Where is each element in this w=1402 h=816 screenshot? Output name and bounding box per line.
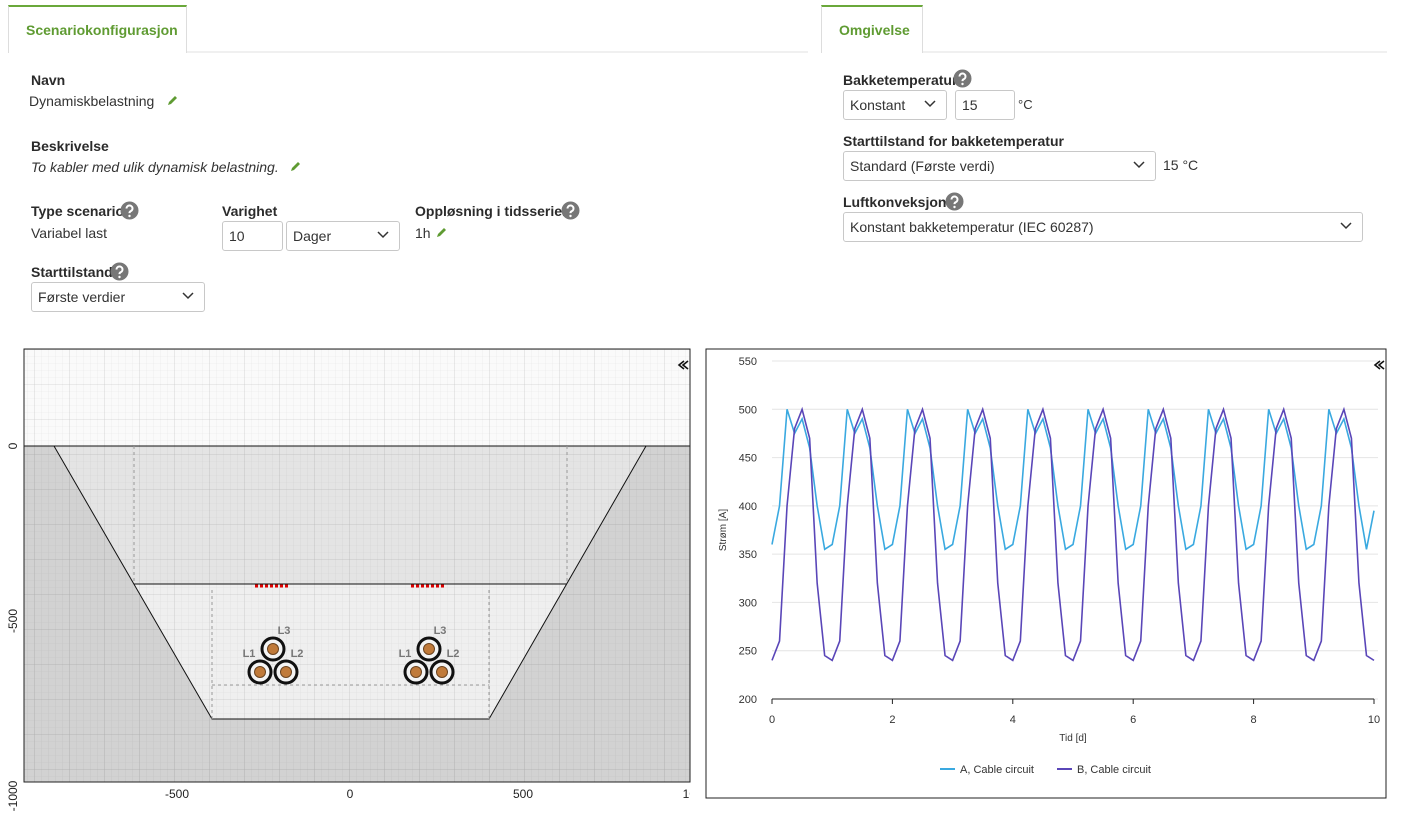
label: Luftkonveksjon [843, 194, 947, 210]
x-tick-label: 6 [1130, 714, 1136, 726]
conductor [254, 666, 266, 678]
select-value: Konstant bakketemperatur (IEC 60287) [850, 219, 1094, 235]
x-tick-label: 2 [889, 714, 895, 726]
unit: °C [1018, 97, 1033, 112]
phase-label: L1 [243, 648, 256, 660]
chevron [1133, 161, 1145, 169]
select[interactable]: Første verdier [31, 282, 205, 312]
y-tick-label: 450 [739, 453, 757, 465]
y-tick-label: -500 [6, 609, 20, 633]
collapse-icon[interactable] [1373, 360, 1385, 370]
label: Bakketemperatur [843, 72, 958, 88]
label: Type scenario [31, 203, 125, 219]
diagram-frame [23, 348, 691, 783]
label: Navn [31, 72, 66, 88]
tab[interactable]: Scenariokonfigurasjon [8, 5, 187, 53]
value: 15 °C [1163, 157, 1199, 173]
select[interactable]: Standard (Første verdi) [843, 151, 1156, 181]
help-icon[interactable] [120, 201, 139, 220]
phase-label: L2 [291, 648, 304, 660]
conductor [280, 666, 292, 678]
y-tick-label: 250 [739, 646, 757, 658]
input[interactable]: 15 [955, 90, 1015, 120]
conductor [436, 666, 448, 678]
phase-label: L3 [278, 625, 291, 637]
chevron [377, 231, 389, 239]
help-icon[interactable] [561, 201, 580, 220]
diagram-ticks: -500 0 500 1000 0 -500 -1000 [6, 442, 710, 811]
select-value: Første verdier [38, 289, 126, 305]
y-tick-label: 200 [739, 694, 757, 706]
cross-section [24, 349, 690, 782]
conductor [423, 643, 435, 655]
chart-frame [705, 348, 1387, 799]
x-tick-label: 500 [513, 787, 533, 801]
y-axis-title: Strøm [A] [718, 509, 729, 551]
tab-label: Omgivelse [839, 22, 910, 38]
help-icon[interactable] [945, 192, 964, 211]
collapse-icon[interactable] [677, 360, 689, 370]
label: Varighet [222, 203, 278, 219]
x-axis-title: Tid [d] [1059, 733, 1087, 744]
select-value: Dager [293, 228, 332, 244]
phase-label: L2 [447, 648, 460, 660]
input[interactable]: 10 [222, 221, 283, 251]
edit-icon[interactable] [166, 94, 179, 107]
conductor [410, 666, 422, 678]
tab-label: Scenariokonfigurasjon [26, 22, 178, 38]
phase-label: L3 [434, 625, 447, 637]
trench-edge [53, 445, 647, 720]
value: Variabel last [31, 225, 108, 241]
y-tick-label: 350 [739, 549, 757, 561]
x-tick-label: 0 [769, 714, 775, 726]
y-tick-label: -1000 [6, 780, 20, 811]
chevron [182, 292, 194, 300]
chevron [1340, 222, 1352, 230]
chevron [924, 100, 936, 108]
x-tick-label: 10 [1368, 714, 1380, 726]
tab[interactable]: Omgivelse [821, 5, 923, 53]
y-tick-label: 400 [739, 501, 757, 513]
y-tick-label: 550 [739, 356, 757, 368]
series-line [771, 409, 1375, 551]
legend-label: A, Cable circuit [960, 764, 1034, 776]
value: 1h [415, 225, 431, 241]
select-value: Konstant [850, 97, 906, 113]
select-value: Standard (Første verdi) [850, 158, 995, 174]
help-icon[interactable] [953, 69, 972, 88]
x-tick-label: 1000 [683, 787, 710, 801]
x-tick-label: 0 [347, 787, 354, 801]
phase-label: L1 [399, 648, 412, 660]
y-tick-label: 300 [739, 597, 757, 609]
label: Starttilstand [31, 264, 113, 280]
guides [133, 446, 568, 719]
y-tick-label: 500 [739, 404, 757, 416]
edit-icon[interactable] [435, 226, 448, 239]
input-value: 15 [962, 97, 978, 113]
legend-label: B, Cable circuit [1077, 764, 1151, 776]
y-tick-label: 0 [6, 442, 20, 449]
value: Dynamiskbelastning [29, 93, 155, 109]
help-icon[interactable] [110, 262, 129, 281]
select[interactable]: Konstant bakketemperatur (IEC 60287) [843, 212, 1363, 242]
x-tick-label: 8 [1251, 714, 1257, 726]
grid-major [24, 349, 690, 782]
x-tick-label: 4 [1010, 714, 1016, 726]
input-value: 10 [229, 228, 245, 244]
select[interactable]: Konstant [843, 90, 947, 120]
label: Beskrivelse [31, 138, 109, 154]
value: To kabler med ulik dynamisk belastning. [31, 159, 279, 175]
label: Starttilstand for bakketemperatur [843, 133, 1064, 149]
conductor [267, 643, 279, 655]
edit-icon[interactable] [289, 160, 302, 173]
x-tick-label: -500 [165, 787, 189, 801]
label: Oppløsning i tidsserier [415, 203, 568, 219]
series-line [771, 406, 1375, 662]
select[interactable]: Dager [286, 221, 400, 251]
